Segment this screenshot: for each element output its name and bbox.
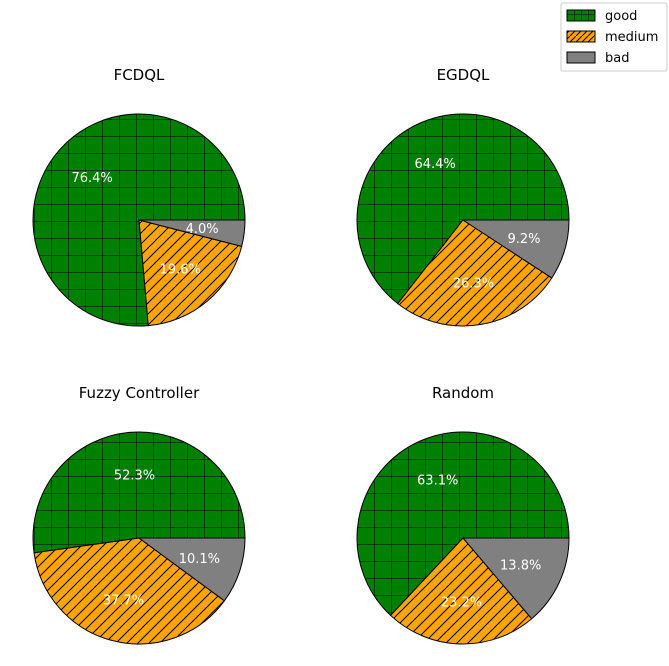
- slice-label-good: 52.3%: [114, 469, 155, 484]
- legend-label-bad: bad: [605, 51, 629, 66]
- pie-title: EGDQL: [437, 66, 490, 84]
- slice-bad: [461, 537, 570, 620]
- slice-label-good: 63.1%: [417, 474, 458, 489]
- slice-good: [32, 113, 246, 327]
- slice-label-medium: 19.6%: [160, 263, 201, 278]
- legend-label-medium: medium: [605, 30, 658, 45]
- slice-bad: [137, 537, 246, 602]
- pie-4: Random 63.1% 23.2% 13.8%: [356, 384, 570, 645]
- legend-swatch-medium: [566, 30, 596, 43]
- slice-medium: [33, 537, 226, 645]
- slice-medium: [389, 537, 533, 645]
- legend-label-good: good: [605, 9, 637, 24]
- slice-label-bad: 10.1%: [179, 552, 220, 567]
- slice-medium: [397, 219, 553, 327]
- pie-2: EGDQL 64.4% 26.3% 9.2%: [356, 66, 570, 327]
- slice-bad: [461, 219, 570, 279]
- slice-label-medium: 37.7%: [103, 594, 144, 609]
- pie-3: Fuzzy Controller 52.3% 37.7% 10.1%: [32, 384, 246, 645]
- slice-bad: [138, 219, 246, 247]
- slice-good: [356, 113, 570, 305]
- slice-label-bad: 9.2%: [507, 232, 540, 247]
- pie-title: Fuzzy Controller: [79, 384, 200, 402]
- slice-medium: [138, 219, 243, 327]
- pie-title: FCDQL: [114, 66, 165, 84]
- legend-swatch-good: [566, 9, 596, 22]
- slice-label-medium: 26.3%: [453, 277, 494, 292]
- slice-label-good: 64.4%: [414, 157, 455, 172]
- slice-label-bad: 13.8%: [500, 559, 541, 574]
- legend-swatch-bad: [566, 51, 596, 64]
- slice-good: [356, 431, 570, 617]
- slice-label-good: 76.4%: [71, 171, 112, 186]
- slice-good: [32, 431, 246, 554]
- legend: good medium bad: [560, 2, 668, 72]
- pie-title: Random: [432, 384, 494, 402]
- pie-1: FCDQL 76.4% 19.6% 4.0%: [32, 66, 246, 327]
- slice-label-bad: 4.0%: [186, 222, 219, 237]
- slice-label-medium: 23.2%: [441, 596, 482, 611]
